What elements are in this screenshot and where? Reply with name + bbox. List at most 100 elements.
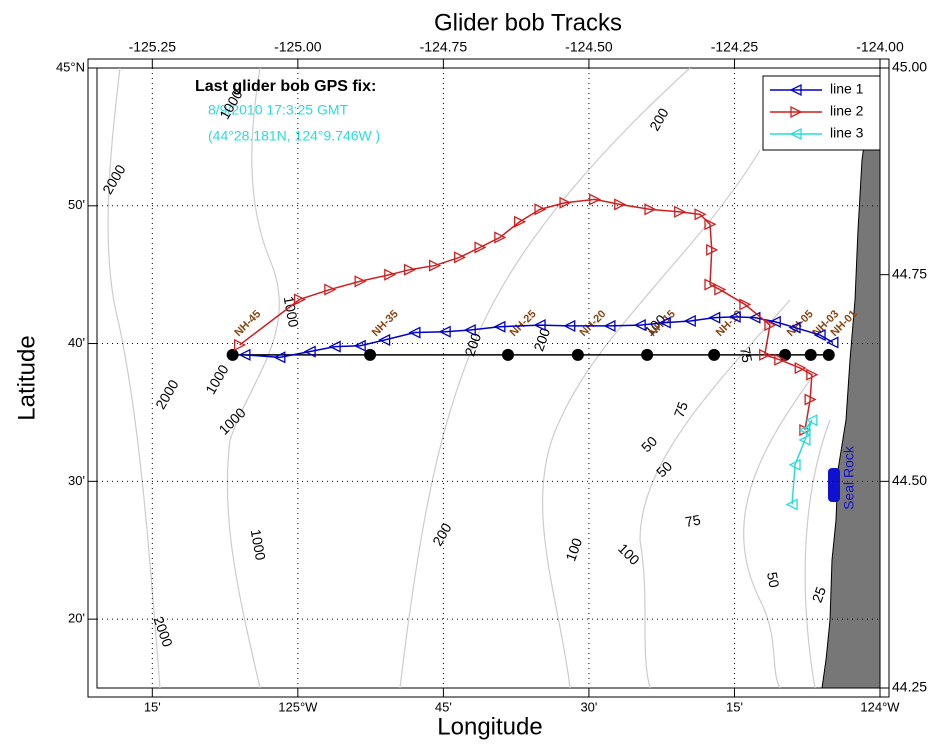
track-marker bbox=[429, 259, 442, 272]
track-marker bbox=[303, 345, 316, 358]
track-marker bbox=[493, 320, 506, 333]
station-marker bbox=[571, 348, 584, 361]
place-label: Seal Rock bbox=[841, 445, 857, 510]
y-right-tick-label: 44.25 bbox=[892, 679, 927, 695]
x-top-tick-label: -124.50 bbox=[565, 39, 613, 55]
x-top-tick-label: -125.25 bbox=[129, 39, 177, 55]
x-top-tick-label: -125.00 bbox=[274, 39, 322, 55]
track-marker bbox=[563, 319, 576, 332]
track-marker bbox=[354, 275, 367, 288]
y-tick-label: 45°N bbox=[56, 59, 85, 74]
x-axis-label: Longitude bbox=[437, 713, 542, 740]
contour-label: 75 bbox=[684, 511, 702, 529]
legend-marker bbox=[789, 83, 802, 97]
track-marker bbox=[694, 208, 707, 221]
legend bbox=[762, 75, 881, 151]
track-marker bbox=[805, 414, 818, 427]
legend-marker bbox=[789, 127, 802, 141]
annotation-title: Last glider bob GPS fix: bbox=[195, 78, 376, 95]
track-marker bbox=[324, 283, 337, 296]
frame-inner bbox=[96, 67, 881, 689]
track-marker bbox=[589, 193, 602, 206]
track-marker bbox=[384, 268, 397, 281]
contours bbox=[107, 67, 831, 689]
track-marker bbox=[798, 424, 811, 437]
track-marker bbox=[764, 319, 777, 332]
track-marker bbox=[806, 368, 819, 381]
contour bbox=[107, 67, 161, 689]
track-marker bbox=[798, 433, 811, 447]
y-tick-label: 40' bbox=[68, 335, 85, 350]
frame-outer bbox=[87, 58, 890, 698]
contour-label: 200 bbox=[461, 331, 484, 359]
station-marker bbox=[822, 348, 835, 361]
contour-label: 100 bbox=[562, 536, 585, 564]
x-top-tick-label: -124.75 bbox=[420, 39, 468, 55]
contour bbox=[226, 439, 261, 689]
annotation-time: 8/9/2010 17:3:25 GMT bbox=[208, 102, 349, 118]
track-marker bbox=[438, 325, 451, 338]
track-marker bbox=[644, 203, 657, 216]
track-marker bbox=[794, 362, 807, 375]
station-marker bbox=[364, 348, 377, 361]
track-marker bbox=[534, 203, 547, 216]
track-marker bbox=[293, 293, 307, 306]
y-right-tick-label: 44.50 bbox=[892, 472, 927, 488]
track-marker bbox=[559, 196, 572, 209]
track-marker bbox=[494, 231, 507, 244]
track-marker bbox=[683, 314, 696, 328]
legend-label: line 2 bbox=[830, 103, 864, 119]
track-marker bbox=[328, 340, 341, 353]
x-tick-label: 15' bbox=[144, 699, 161, 714]
x-tick-label: 15' bbox=[726, 699, 743, 714]
track-marker bbox=[826, 336, 839, 349]
track-marker bbox=[704, 218, 717, 231]
y-axis-label: Latitude bbox=[13, 335, 40, 420]
track-marker bbox=[474, 241, 487, 254]
legend-label: line 1 bbox=[830, 81, 864, 97]
contour bbox=[804, 419, 831, 689]
legend-marker bbox=[790, 105, 803, 119]
x-tick-label: 45' bbox=[435, 699, 452, 714]
contour-label: 1000 bbox=[248, 528, 269, 562]
contour bbox=[399, 67, 691, 689]
track-marker bbox=[273, 351, 286, 364]
track-marker bbox=[633, 319, 646, 332]
station-marker bbox=[779, 348, 792, 361]
x-tick-label: 125°W bbox=[278, 699, 318, 714]
track-marker bbox=[238, 348, 251, 361]
track-marker bbox=[353, 339, 366, 352]
track-marker bbox=[513, 215, 527, 228]
contour bbox=[542, 149, 761, 689]
contour-label: 50 bbox=[764, 571, 782, 589]
track-marker bbox=[706, 243, 719, 256]
track-marker bbox=[614, 198, 627, 211]
track-marker bbox=[658, 316, 671, 329]
contour bbox=[743, 379, 811, 689]
track-marker bbox=[603, 319, 616, 332]
track-marker bbox=[454, 251, 467, 264]
track-marker bbox=[408, 326, 421, 339]
marker-cluster bbox=[828, 468, 840, 502]
annotation-position: (44°28.181N, 124°9.746W ) bbox=[208, 128, 380, 144]
track-marker bbox=[378, 333, 391, 347]
track-marker bbox=[774, 353, 787, 366]
track-marker bbox=[728, 310, 741, 323]
contour-label: 200 bbox=[530, 326, 553, 354]
track-marker bbox=[708, 311, 721, 324]
track-marker bbox=[785, 498, 798, 511]
station-marker bbox=[641, 348, 654, 361]
track-line bbox=[791, 419, 813, 505]
x-top-tick-label: -124.25 bbox=[711, 39, 759, 55]
track-marker bbox=[704, 278, 717, 291]
y-right-tick-label: 45.00 bbox=[892, 59, 927, 75]
station-marker bbox=[804, 348, 817, 361]
seal-rock-markers bbox=[828, 468, 840, 502]
x-top-tick-label: -124.00 bbox=[856, 39, 904, 55]
track-marker bbox=[788, 458, 801, 471]
station-marker bbox=[226, 348, 239, 361]
contour-label: 25 bbox=[809, 584, 829, 604]
contour bbox=[639, 299, 791, 689]
track-marker bbox=[739, 298, 752, 311]
